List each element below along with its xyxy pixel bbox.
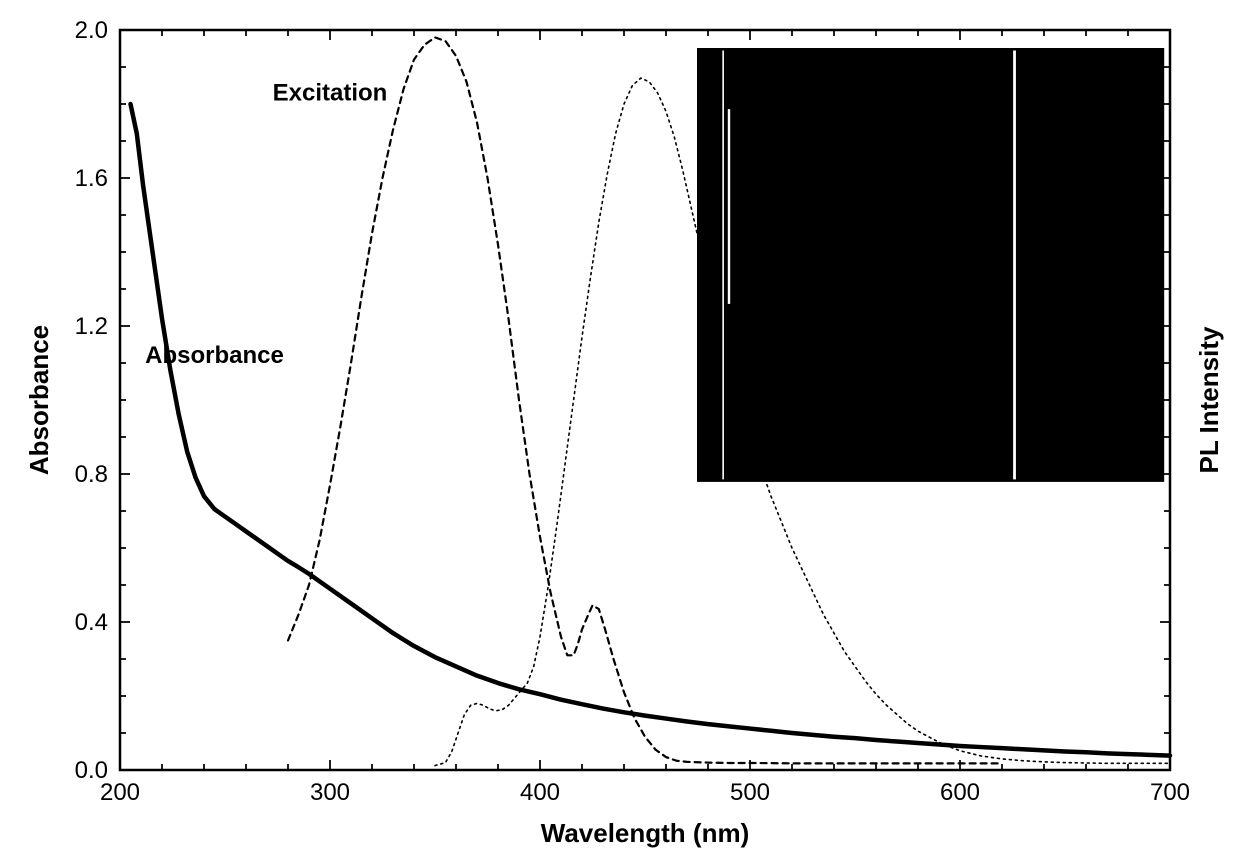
x-tick-label: 700 bbox=[1150, 779, 1190, 806]
y-right-axis-label: PL Intensity bbox=[1194, 326, 1224, 473]
x-tick-label: 400 bbox=[520, 779, 560, 806]
chart-svg: 2003004005006007000.00.40.81.21.62.0Wave… bbox=[0, 0, 1240, 867]
spectra-chart: 2003004005006007000.00.40.81.21.62.0Wave… bbox=[0, 0, 1240, 867]
y-tick-label: 0.8 bbox=[75, 461, 108, 488]
y-left-axis-label: Absorbance bbox=[24, 325, 54, 475]
x-tick-label: 300 bbox=[310, 779, 350, 806]
x-tick-label: 600 bbox=[940, 779, 980, 806]
y-tick-label: 1.2 bbox=[75, 313, 108, 340]
y-tick-label: 0.4 bbox=[75, 609, 108, 636]
series-label-excitation: Excitation bbox=[273, 79, 388, 106]
y-tick-label: 0.0 bbox=[75, 757, 108, 784]
y-tick-label: 1.6 bbox=[75, 165, 108, 192]
x-axis-label: Wavelength (nm) bbox=[541, 818, 749, 848]
x-tick-label: 500 bbox=[730, 779, 770, 806]
inset-image bbox=[698, 49, 1164, 482]
y-tick-label: 2.0 bbox=[75, 17, 108, 44]
inset-artifact bbox=[728, 109, 730, 304]
series-label-absorbance: Absorbance bbox=[145, 342, 284, 369]
